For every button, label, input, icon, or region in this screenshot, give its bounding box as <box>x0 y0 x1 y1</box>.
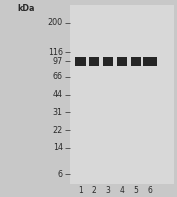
Text: 6: 6 <box>58 170 63 179</box>
Bar <box>103 57 113 66</box>
Bar <box>89 57 99 66</box>
Bar <box>70 5 174 184</box>
Text: 200: 200 <box>48 18 63 27</box>
Text: 14: 14 <box>53 143 63 152</box>
Text: 97: 97 <box>53 57 63 66</box>
Bar <box>131 57 141 66</box>
Bar <box>117 57 127 66</box>
Text: 6: 6 <box>148 186 153 195</box>
Bar <box>143 57 157 66</box>
Text: 31: 31 <box>53 108 63 117</box>
Text: 66: 66 <box>53 72 63 81</box>
Bar <box>75 57 86 66</box>
Text: 116: 116 <box>48 48 63 57</box>
Text: 4: 4 <box>120 186 125 195</box>
Text: 22: 22 <box>53 125 63 135</box>
Text: 44: 44 <box>53 90 63 99</box>
Text: 3: 3 <box>105 186 110 195</box>
Text: 1: 1 <box>78 186 83 195</box>
Text: kDa: kDa <box>17 4 34 13</box>
Text: 5: 5 <box>133 186 138 195</box>
Text: 2: 2 <box>92 186 96 195</box>
